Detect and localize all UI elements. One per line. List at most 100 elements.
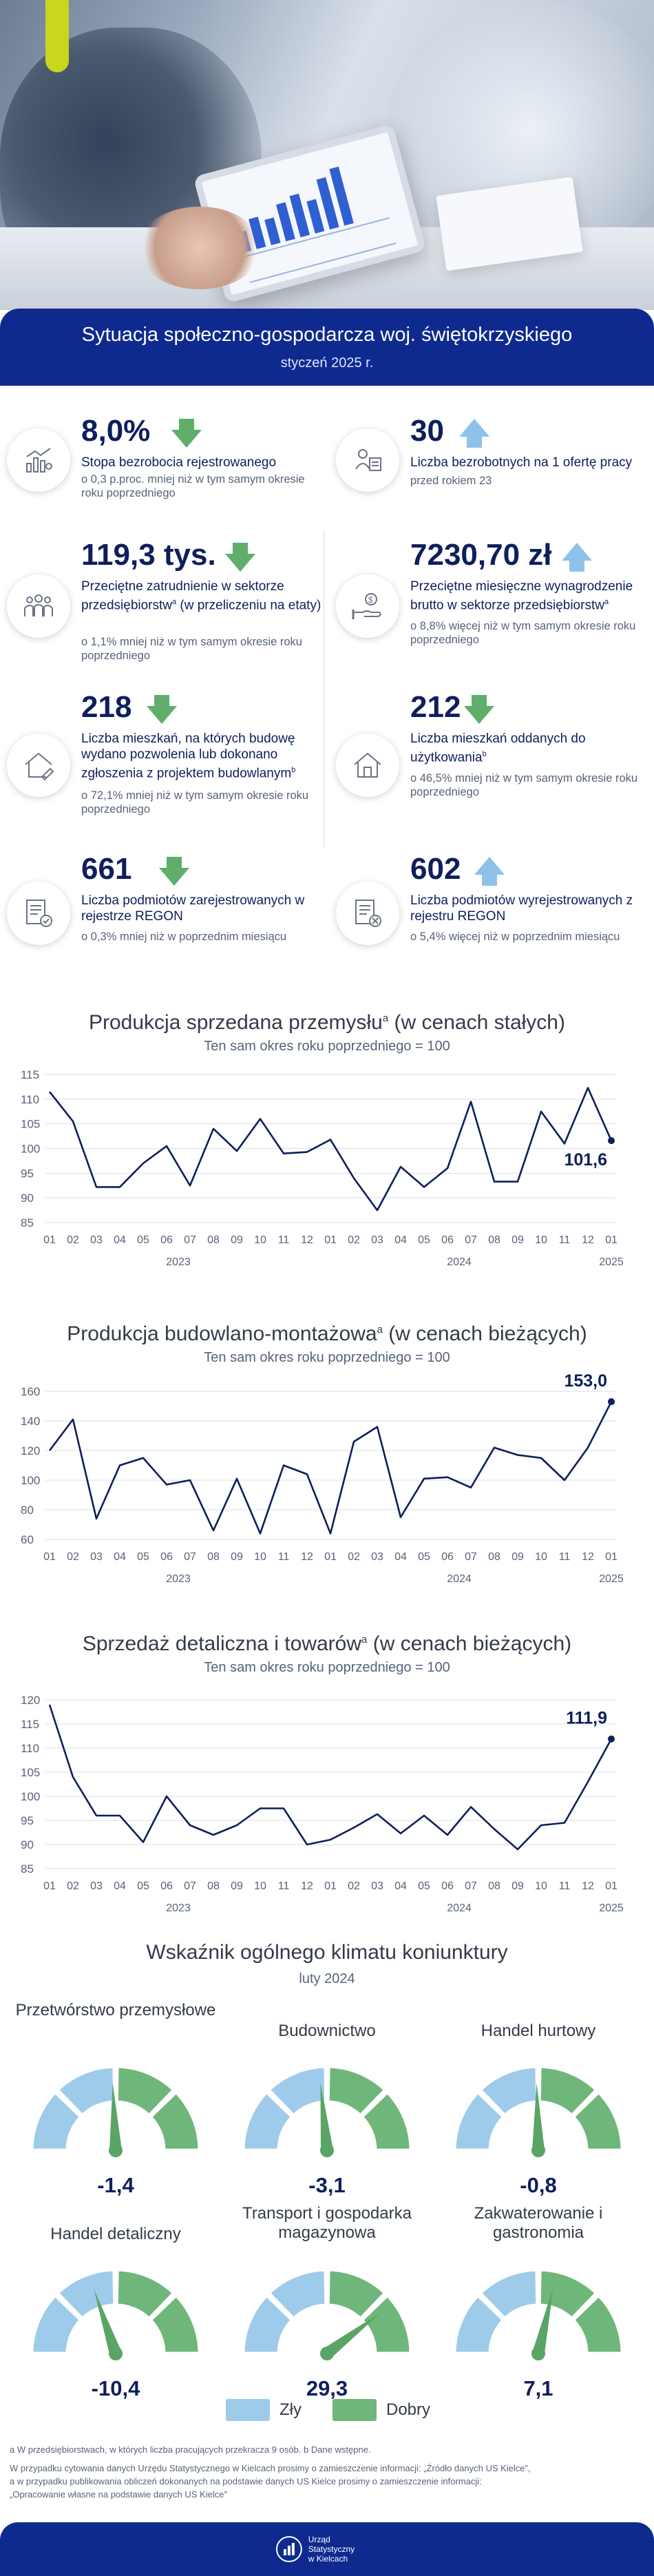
footnotes: a W przedsiębiorstwach, w których liczba…: [10, 2443, 643, 2501]
x-tick-label: 10: [254, 1551, 266, 1563]
x-tick-label: 07: [465, 1234, 477, 1246]
x-tick-label: 06: [441, 1234, 454, 1246]
kpi-value: 661: [81, 852, 132, 886]
x-tick-label: 08: [488, 1551, 500, 1563]
legend-good: Dobry: [333, 2399, 430, 2421]
chart-title-tail: (w cenach bieżących): [367, 1632, 572, 1655]
hero-image: [0, 0, 654, 310]
x-tick-label: 02: [348, 1234, 360, 1246]
x-tick-label: 04: [394, 1880, 407, 1892]
x-tick-label: 03: [90, 1551, 103, 1563]
registry-remove-icon: [336, 882, 399, 945]
job-seekers-icon: [336, 428, 399, 492]
x-tick-label: 05: [137, 1551, 149, 1563]
office-emblem-icon: [275, 2536, 302, 2562]
gauge-value: -3,1: [308, 2173, 346, 2197]
footnote-a: a W przedsiębiorstwach, w których liczba…: [10, 2444, 371, 2455]
x-tick-label: 07: [465, 1551, 477, 1563]
y-tick-label: 80: [21, 1504, 34, 1517]
kpi-note: o 5,4% więcej niż w poprzednim miesiącu: [410, 931, 620, 943]
x-tick-label: 12: [301, 1880, 313, 1892]
arrow-up-icon: [562, 543, 592, 572]
kpi-card: $7230,70 zł Przeciętne miesięczne wynagro…: [336, 540, 653, 678]
x-tick-label: 08: [488, 1880, 500, 1892]
gauge-dial: [452, 2267, 624, 2360]
kpi-description: Liczba mieszkań, na których budowę wydan…: [81, 731, 322, 781]
chart-title-text: Produkcja budowlano-montażowa: [67, 1322, 377, 1345]
x-tick-label: 07: [465, 1880, 477, 1892]
kpi-description: Przeciętne zatrudnienie w sektorze przed…: [81, 579, 322, 613]
year-label: 2023: [166, 1902, 191, 1914]
last-value-label: 101,6: [564, 1150, 607, 1170]
y-tick-label: 115: [21, 1718, 39, 1731]
kpi-description-text: Przeciętne miesięczne wynagrodzenie brut…: [410, 579, 633, 613]
kpi-description: Liczba podmiotów zarejestrowanych w reje…: [81, 893, 322, 924]
kpi-card: 602 Liczba podmiotów wyrejestrowanych z r…: [336, 854, 653, 992]
x-tick-label: 05: [137, 1880, 149, 1892]
x-tick-label: 10: [535, 1551, 547, 1563]
kpi-note: o 8,8% więcej niż w tym samym okresie ro…: [410, 620, 636, 646]
office-logo[interactable]: Urząd Statystyczny w Kielcach: [275, 2533, 379, 2565]
gauge-name: Transport i gospodarka magazynowa: [242, 2204, 412, 2242]
x-tick-label: 03: [371, 1880, 383, 1892]
chart-user-icon: [7, 428, 70, 492]
kpi-footnote-mark: a: [172, 598, 177, 606]
x-tick-label: 12: [582, 1880, 594, 1892]
kpi-value: 7230,70 zł: [410, 538, 552, 572]
x-tick-label: 09: [511, 1880, 524, 1892]
x-tick-label: 06: [441, 1880, 454, 1892]
x-tick-label: 09: [231, 1551, 243, 1563]
chart-subtitle: Ten sam okres roku poprzedniego = 100: [204, 1660, 450, 1675]
chart-title-text: Produkcja sprzedana przemysłu: [89, 1011, 383, 1034]
title-band: Sytuacja społeczno-gospodarcza woj. świę…: [0, 309, 654, 386]
arrow-down-icon: [147, 695, 177, 724]
climate-gauge: Handel hurtowy -0,8: [435, 2001, 642, 2208]
citation-line-3: „Opracowanie własne na podstawie danych …: [10, 2489, 227, 2500]
climate-gauge: Transport i gospodarka magazynowa 29,3: [224, 2204, 430, 2411]
y-tick-label: 105: [21, 1766, 40, 1779]
year-label: 2024: [447, 1256, 472, 1268]
kpi-card: 8,0% Stopa bezrobocia rejestrowanego o 0,3…: [7, 416, 324, 554]
x-tick-label: 01: [43, 1880, 56, 1892]
x-tick-label: 12: [582, 1551, 594, 1563]
x-tick-label: 06: [160, 1551, 173, 1563]
gauge-dial: [241, 2267, 413, 2360]
gauge-dial: [30, 2267, 202, 2360]
kpi-description: Przeciętne miesięczne wynagrodzenie brut…: [410, 579, 651, 613]
gauge-name: Budownictwo: [278, 2022, 376, 2040]
last-value-label: 111,9: [566, 1709, 607, 1728]
employees-icon: [7, 574, 70, 638]
svg-text:$: $: [368, 595, 373, 605]
legend-bad-label: Zły: [279, 2400, 302, 2419]
kpi-footnote-mark: b: [482, 750, 487, 758]
x-tick-label: 02: [67, 1880, 79, 1892]
x-tick-label: 09: [511, 1234, 524, 1246]
gauge-value: 29,3: [306, 2376, 348, 2400]
chart-title-footnote-mark: a: [377, 1324, 383, 1336]
x-tick-label: 09: [231, 1234, 243, 1246]
gauge-dial: [30, 2064, 202, 2157]
y-tick-label: 105: [21, 1118, 40, 1131]
climate-gauge: Zakwaterowanie i gastronomia 7,1: [435, 2204, 642, 2411]
x-tick-label: 01: [605, 1234, 618, 1246]
registry-add-icon: [7, 882, 70, 945]
x-tick-label: 11: [559, 1880, 571, 1892]
footer: Urząd Statystyczny w Kielcach: [0, 2522, 654, 2576]
gauge-name: Handel hurtowy: [481, 2022, 596, 2040]
x-tick-label: 04: [114, 1234, 126, 1246]
x-tick-label: 02: [67, 1551, 79, 1563]
gauge-name: Zakwaterowanie i gastronomia: [474, 2204, 603, 2242]
x-tick-label: 10: [535, 1234, 547, 1246]
kpi-value: 119,3 tys.: [81, 538, 216, 572]
kpi-card: 212 Liczba mieszkań oddanych do użytkowan…: [336, 692, 653, 830]
x-tick-label: 11: [559, 1234, 571, 1246]
kpi-value: 218: [81, 690, 132, 724]
data-point: [608, 1735, 615, 1743]
arrow-down-icon: [171, 419, 202, 448]
chart-title: Sprzedaż detaliczna i towarówa (w cenach…: [0, 1632, 654, 1656]
x-tick-label: 01: [324, 1234, 337, 1246]
x-tick-label: 02: [348, 1880, 360, 1892]
gauge-value: -1,4: [97, 2173, 134, 2197]
y-tick-label: 110: [21, 1093, 39, 1106]
